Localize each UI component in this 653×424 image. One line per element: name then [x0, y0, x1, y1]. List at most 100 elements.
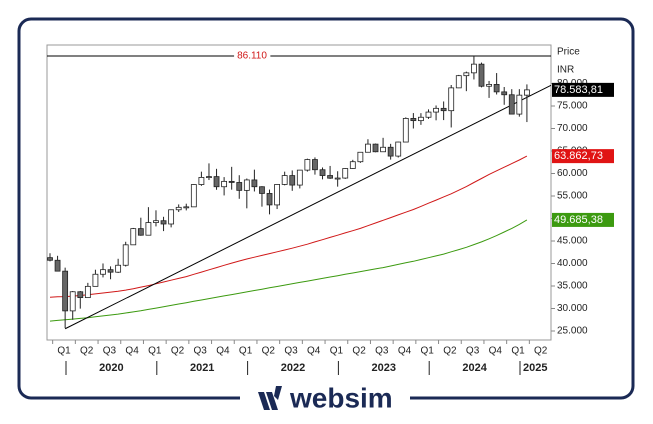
candle-body: [304, 159, 311, 171]
quarter-label: Q2: [443, 346, 457, 357]
candle-body: [334, 177, 341, 180]
logo-bg: [240, 384, 410, 418]
quarter-label: Q4: [489, 346, 503, 357]
candle-body: [425, 111, 432, 118]
quarter-label: Q2: [262, 346, 276, 357]
candle-body: [84, 285, 91, 299]
quarter-label: Q2: [80, 346, 94, 357]
quarter-label: Q3: [103, 346, 117, 357]
candle-body: [221, 180, 228, 188]
candle-body: [69, 291, 76, 312]
candle-body: [107, 269, 114, 273]
candle-body: [380, 146, 386, 153]
candle-body: [77, 291, 84, 299]
price-box: [552, 149, 614, 164]
currency-label: INR: [557, 65, 574, 76]
candle-body: [281, 175, 288, 185]
candle-body: [471, 63, 477, 74]
quarter-label: Q3: [194, 346, 208, 357]
candle-body: [47, 257, 53, 261]
candle-body: [130, 228, 137, 246]
candle-body: [145, 222, 152, 236]
candle-body: [516, 94, 523, 115]
candle-body: [54, 259, 61, 272]
trendline: [64, 84, 552, 330]
brand: websim: [289, 382, 393, 413]
candle-body: [243, 179, 250, 191]
year-label: 2022: [281, 362, 305, 374]
candle-body: [433, 107, 439, 113]
candle-body: [387, 146, 394, 157]
candle-body: [206, 176, 212, 179]
quarter-label: Q3: [284, 346, 298, 357]
candle-body: [198, 177, 205, 185]
candle-body: [213, 176, 220, 188]
year-label: 2023: [372, 362, 396, 374]
year-label: 2025: [523, 362, 547, 374]
candle-body: [92, 273, 99, 287]
candle-body: [455, 75, 462, 89]
quarter-label: Q1: [148, 346, 162, 357]
candle-body: [463, 72, 470, 77]
candle-body: [342, 168, 349, 179]
candle-body: [327, 175, 333, 179]
candle-body: [524, 89, 530, 96]
candle-body: [349, 161, 356, 169]
candle-body: [62, 270, 69, 312]
candle-body: [501, 91, 508, 96]
plot-area: [46, 44, 552, 341]
candle-body: [289, 175, 296, 186]
y-tick-label: 75.000: [557, 101, 588, 112]
price-box-label: 63.862,73: [554, 150, 603, 162]
candle-body: [228, 180, 235, 183]
y-tick-label: 55.000: [557, 191, 588, 202]
y-tick-label: 30.000: [557, 303, 588, 314]
moving-average: [49, 219, 528, 322]
quarter-label: Q4: [216, 346, 230, 357]
quarter-label: Q4: [307, 346, 321, 357]
candle-body: [440, 107, 447, 112]
candle-body: [418, 116, 424, 122]
quarter-label: Q4: [398, 346, 412, 357]
quarter-label: Q4: [125, 346, 139, 357]
quarter-label: Q1: [330, 346, 344, 357]
y-tick-label: 45.000: [557, 236, 588, 247]
quarter-label: Q1: [239, 346, 253, 357]
candle-body: [100, 269, 106, 275]
candle-body: [115, 264, 122, 273]
candle-body: [236, 182, 243, 191]
candle-body: [478, 63, 485, 87]
peak-label-bg: [234, 50, 271, 62]
candle-body: [312, 159, 318, 171]
candle-body: [251, 179, 258, 188]
candle-body: [190, 184, 197, 208]
candle-body: [168, 209, 175, 225]
quarter-label: Q3: [466, 346, 480, 357]
candle-body: [137, 228, 144, 236]
candle-body: [175, 206, 182, 211]
quarter-label: Q3: [375, 346, 389, 357]
moving-average: [49, 155, 528, 298]
y-tick-label: 60.000: [557, 168, 588, 179]
candle-body: [274, 184, 281, 206]
candle-body: [486, 84, 492, 87]
price-box-label: 49.685,38: [554, 214, 603, 226]
year-label: 2024: [462, 362, 487, 374]
quarter-label: Q1: [57, 346, 71, 357]
price-label: Price: [557, 47, 580, 58]
price-box: [552, 212, 614, 227]
peak-label: 86.110: [237, 51, 267, 62]
price-box: [552, 82, 614, 97]
y-tick-label: 35.000: [557, 281, 588, 292]
quarter-label: Q1: [421, 346, 435, 357]
candle-body: [357, 151, 364, 163]
candle-body: [153, 220, 159, 223]
year-label: 2021: [190, 362, 214, 374]
year-label: 2020: [99, 362, 123, 374]
candle-body: [296, 169, 303, 186]
y-tick-label: 25.000: [557, 326, 588, 337]
candle-body: [259, 186, 265, 194]
y-tick-label: 70.000: [557, 123, 588, 134]
